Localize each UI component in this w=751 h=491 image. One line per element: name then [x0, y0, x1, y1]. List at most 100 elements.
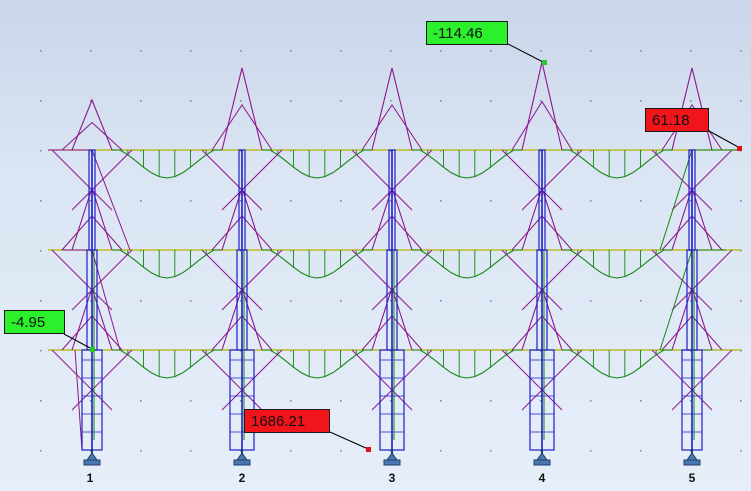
grid-dot — [140, 450, 142, 452]
fixed-support-icon-base — [233, 459, 251, 466]
grid-dot — [540, 350, 542, 352]
beam-moment-curve — [262, 249, 372, 279]
fixed-support-icon — [386, 452, 398, 461]
grid-dot — [140, 200, 142, 202]
grid-dot — [590, 450, 592, 452]
grid-dot — [440, 250, 442, 252]
value-callout-min-top: -114.46 — [426, 21, 508, 45]
column-moment-diagonal — [671, 149, 733, 211]
grid-dot — [40, 150, 42, 152]
grid-dot — [740, 350, 742, 352]
grid-dot — [290, 200, 292, 202]
column-moment-diagonal — [671, 249, 733, 311]
grid-dot — [440, 50, 442, 52]
grid-dot — [640, 450, 642, 452]
end-diagram-left — [74, 349, 92, 451]
grid-dot — [290, 150, 292, 152]
grid-dot — [590, 300, 592, 302]
grid-dot — [240, 200, 242, 202]
value-callout-max-bottom: 1686.21 — [244, 409, 330, 433]
column-moment-diagonal — [201, 149, 263, 211]
grid-dot — [40, 300, 42, 302]
grid-dot — [240, 50, 242, 52]
beam-moment-curve — [562, 249, 672, 279]
grid-dot — [340, 200, 342, 202]
value-callout-max-right: 61.18 — [645, 108, 709, 132]
grid-dot — [340, 450, 342, 452]
grid-dot — [390, 400, 392, 402]
column-moment-diagonal — [351, 249, 413, 311]
grid-dot — [690, 100, 692, 102]
grid-dot — [140, 350, 142, 352]
grid-dot — [590, 250, 592, 252]
grid-dot — [290, 450, 292, 452]
grid-dot — [90, 100, 92, 102]
column-moment-diagonal — [201, 349, 263, 411]
grid-dot — [140, 50, 142, 52]
grid-dot — [240, 450, 242, 452]
grid-dot — [390, 250, 392, 252]
grid-dot — [440, 150, 442, 152]
column-moment-diagonal — [351, 149, 413, 211]
grid-dot — [290, 300, 292, 302]
grid-dot — [390, 50, 392, 52]
grid-dot — [140, 300, 142, 302]
column-moment-peak-inner — [61, 121, 123, 151]
grid-dot — [440, 300, 442, 302]
grid-dot — [90, 300, 92, 302]
grid-dot — [340, 400, 342, 402]
grid-dot — [40, 450, 42, 452]
grid-dot — [490, 400, 492, 402]
grid-dot — [290, 250, 292, 252]
grid-dot — [190, 100, 192, 102]
grid-dot — [240, 100, 242, 102]
grid-dot — [140, 400, 142, 402]
column-moment-diagonal — [71, 249, 133, 311]
grid-dot — [740, 100, 742, 102]
grid-dot — [90, 450, 92, 452]
column-moment-diagonal — [221, 349, 283, 411]
fixed-support-icon-base — [83, 459, 101, 466]
grid-dot — [40, 400, 42, 402]
grid-dot — [90, 200, 92, 202]
column-moment-diagonal — [521, 149, 583, 211]
column-moment-diagonal — [371, 249, 433, 311]
callout-leader — [329, 431, 369, 450]
grid-dot — [590, 100, 592, 102]
grid-dot — [490, 50, 492, 52]
grid-dot — [190, 450, 192, 452]
grid-dot — [390, 450, 392, 452]
grid-dot — [540, 200, 542, 202]
grid-dot — [690, 450, 692, 452]
grid-dot — [490, 200, 492, 202]
grid-dot — [690, 350, 692, 352]
column-moment-diagonal — [371, 349, 433, 411]
grid-dot — [540, 450, 542, 452]
grid-dot — [40, 200, 42, 202]
column-moment-diagonal — [201, 249, 263, 311]
grid-dot — [740, 200, 742, 202]
grid-dot — [40, 250, 42, 252]
grid-dot — [340, 300, 342, 302]
grid-dot — [240, 400, 242, 402]
axis-label-1: 1 — [86, 471, 94, 485]
grid-dot — [540, 400, 542, 402]
grid-dot — [190, 300, 192, 302]
min-marker — [542, 60, 547, 65]
grid-dot — [690, 250, 692, 252]
grid-dot — [440, 200, 442, 202]
grid-dot — [190, 200, 192, 202]
grid-dot — [90, 50, 92, 52]
grid-dot — [690, 50, 692, 52]
grid-dot — [690, 300, 692, 302]
grid-dot — [240, 150, 242, 152]
grid-dot — [690, 400, 692, 402]
grid-dot — [640, 50, 642, 52]
grid-dot — [140, 150, 142, 152]
grid-dot — [490, 100, 492, 102]
grid-dot — [240, 350, 242, 352]
grid-dot — [140, 250, 142, 252]
beam-moment-curve — [412, 349, 522, 379]
grid-dot — [390, 150, 392, 152]
